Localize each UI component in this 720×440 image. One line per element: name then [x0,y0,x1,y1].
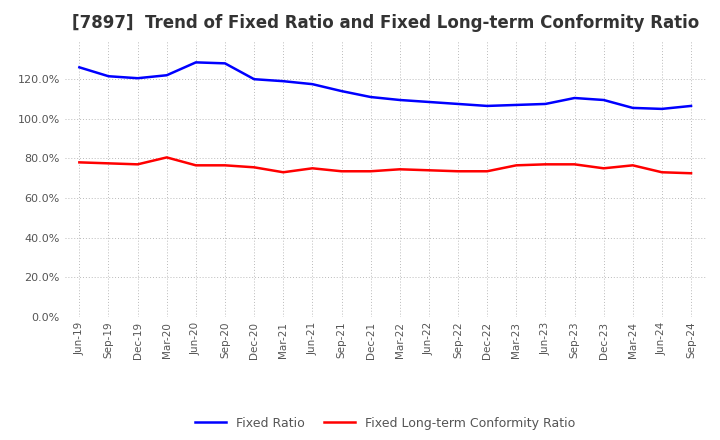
Fixed Ratio [220,61,229,66]
Fixed Ratio [657,106,666,111]
Fixed Ratio [308,81,317,87]
Fixed Long-term Conformity Ratio [483,169,492,174]
Legend: Fixed Ratio, Fixed Long-term Conformity Ratio: Fixed Ratio, Fixed Long-term Conformity … [190,412,580,435]
Fixed Long-term Conformity Ratio [687,171,696,176]
Fixed Ratio [570,95,579,101]
Fixed Long-term Conformity Ratio [599,165,608,171]
Fixed Ratio [250,77,258,82]
Fixed Long-term Conformity Ratio [192,163,200,168]
Fixed Ratio [599,97,608,103]
Fixed Long-term Conformity Ratio [454,169,462,174]
Fixed Ratio [395,97,404,103]
Fixed Long-term Conformity Ratio [220,163,229,168]
Fixed Ratio [454,101,462,106]
Fixed Long-term Conformity Ratio [250,165,258,170]
Fixed Ratio [366,94,375,99]
Fixed Ratio [279,78,287,84]
Fixed Ratio [687,103,696,109]
Fixed Long-term Conformity Ratio [425,168,433,173]
Fixed Long-term Conformity Ratio [629,163,637,168]
Fixed Ratio [104,73,113,79]
Fixed Ratio [541,101,550,106]
Fixed Long-term Conformity Ratio [104,161,113,166]
Fixed Long-term Conformity Ratio [163,155,171,160]
Fixed Long-term Conformity Ratio [512,163,521,168]
Title: [7897]  Trend of Fixed Ratio and Fixed Long-term Conformity Ratio: [7897] Trend of Fixed Ratio and Fixed Lo… [71,15,699,33]
Fixed Long-term Conformity Ratio [133,161,142,167]
Fixed Long-term Conformity Ratio [75,160,84,165]
Fixed Long-term Conformity Ratio [657,169,666,175]
Fixed Ratio [425,99,433,105]
Fixed Ratio [133,76,142,81]
Fixed Long-term Conformity Ratio [541,161,550,167]
Fixed Ratio [512,102,521,107]
Fixed Ratio [192,60,200,65]
Line: Fixed Ratio: Fixed Ratio [79,62,691,109]
Fixed Long-term Conformity Ratio [366,169,375,174]
Fixed Ratio [337,88,346,94]
Line: Fixed Long-term Conformity Ratio: Fixed Long-term Conformity Ratio [79,158,691,173]
Fixed Long-term Conformity Ratio [570,161,579,167]
Fixed Long-term Conformity Ratio [308,165,317,171]
Fixed Ratio [75,65,84,70]
Fixed Long-term Conformity Ratio [337,169,346,174]
Fixed Ratio [483,103,492,109]
Fixed Ratio [629,105,637,110]
Fixed Long-term Conformity Ratio [395,167,404,172]
Fixed Long-term Conformity Ratio [279,169,287,175]
Fixed Ratio [163,73,171,78]
